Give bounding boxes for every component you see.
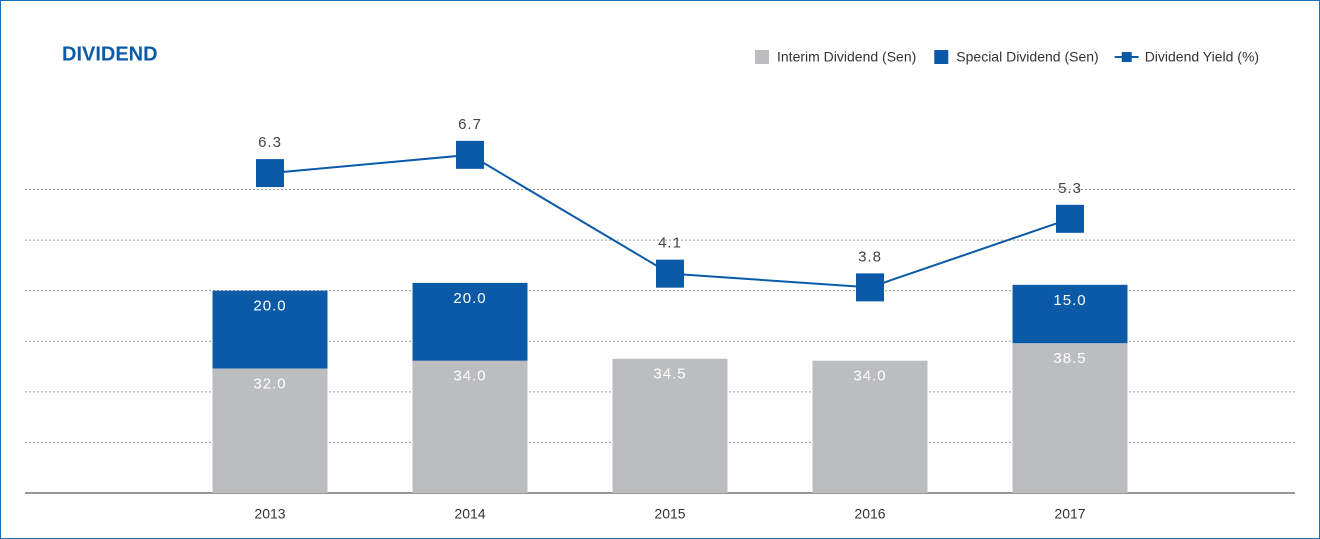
data-label: 15.0 <box>1053 292 1086 309</box>
data-label: 4.1 <box>658 235 682 252</box>
data-label: 32.0 <box>253 375 286 392</box>
data-label: 34.0 <box>453 368 486 385</box>
bar-segment <box>612 358 728 493</box>
legend-swatch <box>755 50 769 64</box>
line-marker <box>856 273 884 302</box>
x-tick-label: 2014 <box>454 506 485 522</box>
bar-segment <box>212 290 328 369</box>
data-label: 3.8 <box>858 248 882 265</box>
x-tick-label: 2013 <box>254 506 285 522</box>
legend-swatch <box>934 50 949 64</box>
legend-label: Interim Dividend (Sen) <box>777 49 916 65</box>
data-label: 6.7 <box>458 116 482 133</box>
data-label: 34.5 <box>653 366 686 383</box>
bar-segment <box>1012 343 1128 493</box>
data-label: 20.0 <box>453 290 486 307</box>
bar-segment <box>1012 284 1128 344</box>
data-label: 38.5 <box>1053 350 1086 367</box>
legend-label: Special Dividend (Sen) <box>956 49 1098 65</box>
bar-segment <box>812 360 928 493</box>
x-tick-label: 2016 <box>854 506 885 522</box>
data-label: 5.3 <box>1058 180 1082 197</box>
legend-label: Dividend Yield (%) <box>1145 49 1259 65</box>
data-label: 20.0 <box>253 298 286 315</box>
x-tick-label: 2015 <box>654 506 685 522</box>
bar-segment <box>412 282 528 361</box>
line-marker <box>656 259 684 288</box>
line-marker <box>1056 204 1084 233</box>
data-label: 6.3 <box>258 134 282 151</box>
legend-swatch <box>1121 52 1132 62</box>
bar-segment <box>412 360 528 493</box>
chart-title: DIVIDEND <box>62 43 158 65</box>
line-marker <box>456 140 484 169</box>
line-marker <box>256 159 284 188</box>
x-tick-label: 2017 <box>1054 506 1085 522</box>
bar-segment <box>212 368 328 493</box>
data-label: 34.0 <box>853 368 886 385</box>
